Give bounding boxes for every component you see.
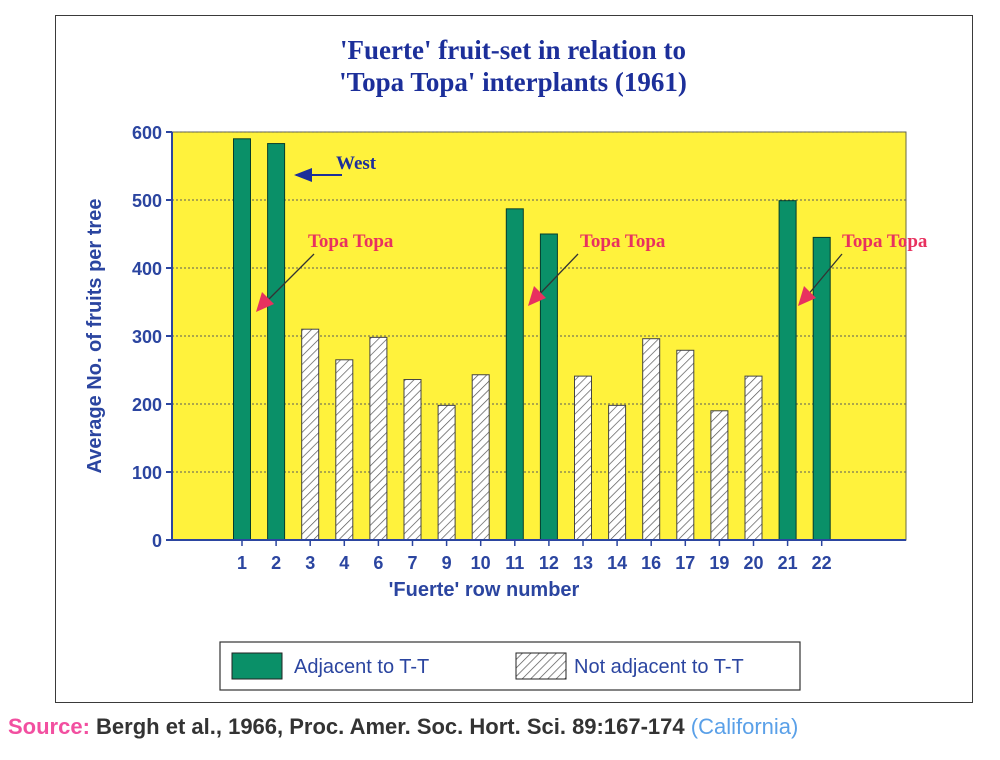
- y-tick-label: 100: [132, 463, 162, 483]
- bar-not-adjacent: [335, 359, 354, 541]
- bar-adjacent: [778, 200, 797, 541]
- topa-topa-arrowhead-icon-2: [528, 286, 546, 306]
- x-tick-label: 19: [709, 553, 729, 573]
- y-tick-label: 400: [132, 259, 162, 279]
- chart-svg: 'Fuerte' fruit-set in relation to 'Topa …: [84, 35, 928, 691]
- x-tick-label: 17: [675, 553, 695, 573]
- bar-adjacent: [539, 233, 558, 541]
- legend-box: [219, 641, 801, 691]
- x-tick-label: 20: [743, 553, 763, 573]
- bar-not-adjacent: [403, 379, 422, 541]
- topa-topa-annotation-3: Topa Topa: [842, 231, 928, 252]
- x-tick-label: 13: [573, 553, 593, 573]
- bar-not-adjacent: [574, 375, 592, 541]
- x-tick-label: 16: [641, 553, 661, 573]
- x-tick-label: 7: [407, 553, 417, 573]
- bar-not-adjacent: [710, 410, 729, 541]
- x-tick-label: 11: [505, 553, 524, 573]
- legend-swatch-not-adjacent: [515, 652, 567, 680]
- west-arrowhead-icon: [294, 168, 312, 182]
- west-annotation: West: [336, 153, 377, 174]
- x-tick-label: 1: [237, 553, 247, 573]
- bar-adjacent: [812, 236, 831, 541]
- bar-not-adjacent: [744, 375, 763, 541]
- bar-not-adjacent: [471, 374, 490, 541]
- source-citation-line: Source: Bergh et al., 1966, Proc. Amer. …: [8, 714, 798, 740]
- source-location: (California): [690, 714, 799, 739]
- topa-topa-annotation-1: Topa Topa: [308, 231, 394, 252]
- x-tick-label: 12: [539, 553, 559, 573]
- chart-title-line-2: 'Topa Topa' interplants (1961): [339, 67, 687, 97]
- bar-not-adjacent: [608, 404, 627, 541]
- source-citation: Bergh et al., 1966, Proc. Amer. Soc. Hor…: [96, 714, 685, 739]
- topa-topa-arrowhead-icon-3: [798, 286, 816, 306]
- x-axis-label: 'Fuerte' row number: [389, 579, 580, 601]
- x-tick-label: 2: [271, 553, 281, 573]
- bars: [233, 138, 831, 541]
- bar-not-adjacent: [369, 336, 388, 541]
- y-tick-label: 600: [132, 123, 162, 143]
- y-tick-label: 500: [132, 191, 162, 211]
- bar-adjacent: [233, 138, 251, 541]
- bar-not-adjacent: [437, 404, 456, 541]
- topa-topa-arrowhead-icon-1: [256, 292, 274, 312]
- x-tick-label: 21: [778, 553, 798, 573]
- x-tick-label: 4: [339, 553, 349, 573]
- legend-label-adjacent: Adjacent to T-T: [294, 656, 429, 678]
- y-tick-label: 300: [132, 327, 162, 347]
- bar-not-adjacent: [642, 338, 661, 541]
- bar-adjacent: [267, 143, 286, 541]
- x-axis-ticks: 1 2 3 4 6 7 9 10 11 12 13 14 16 17 19 20 21 22: [237, 540, 832, 573]
- topa-topa-annotation-2: Topa Topa: [580, 231, 666, 252]
- x-tick-label: 6: [373, 553, 383, 573]
- bar-adjacent: [505, 208, 524, 541]
- y-tick-label: 0: [152, 531, 162, 551]
- chart-title-line-1: 'Fuerte' fruit-set in relation to: [340, 35, 686, 65]
- x-tick-label: 3: [305, 553, 315, 573]
- x-tick-label: 10: [471, 553, 491, 573]
- bar-not-adjacent: [301, 328, 320, 541]
- source-label: Source:: [8, 714, 90, 739]
- chart-frame: 'Fuerte' fruit-set in relation to 'Topa …: [55, 15, 973, 703]
- x-tick-label: 9: [442, 553, 452, 573]
- legend-swatch-adjacent: [231, 652, 283, 680]
- bar-not-adjacent: [676, 349, 695, 541]
- y-tick-label: 200: [132, 395, 162, 415]
- y-axis-ticks: 0 100 200 300 400 500 600: [132, 123, 172, 551]
- x-tick-label: 22: [812, 553, 832, 573]
- legend-label-not-adjacent: Not adjacent to T-T: [574, 656, 744, 678]
- x-tick-label: 14: [607, 553, 627, 573]
- y-axis-label: Average No. of fruits per tree: [84, 199, 106, 474]
